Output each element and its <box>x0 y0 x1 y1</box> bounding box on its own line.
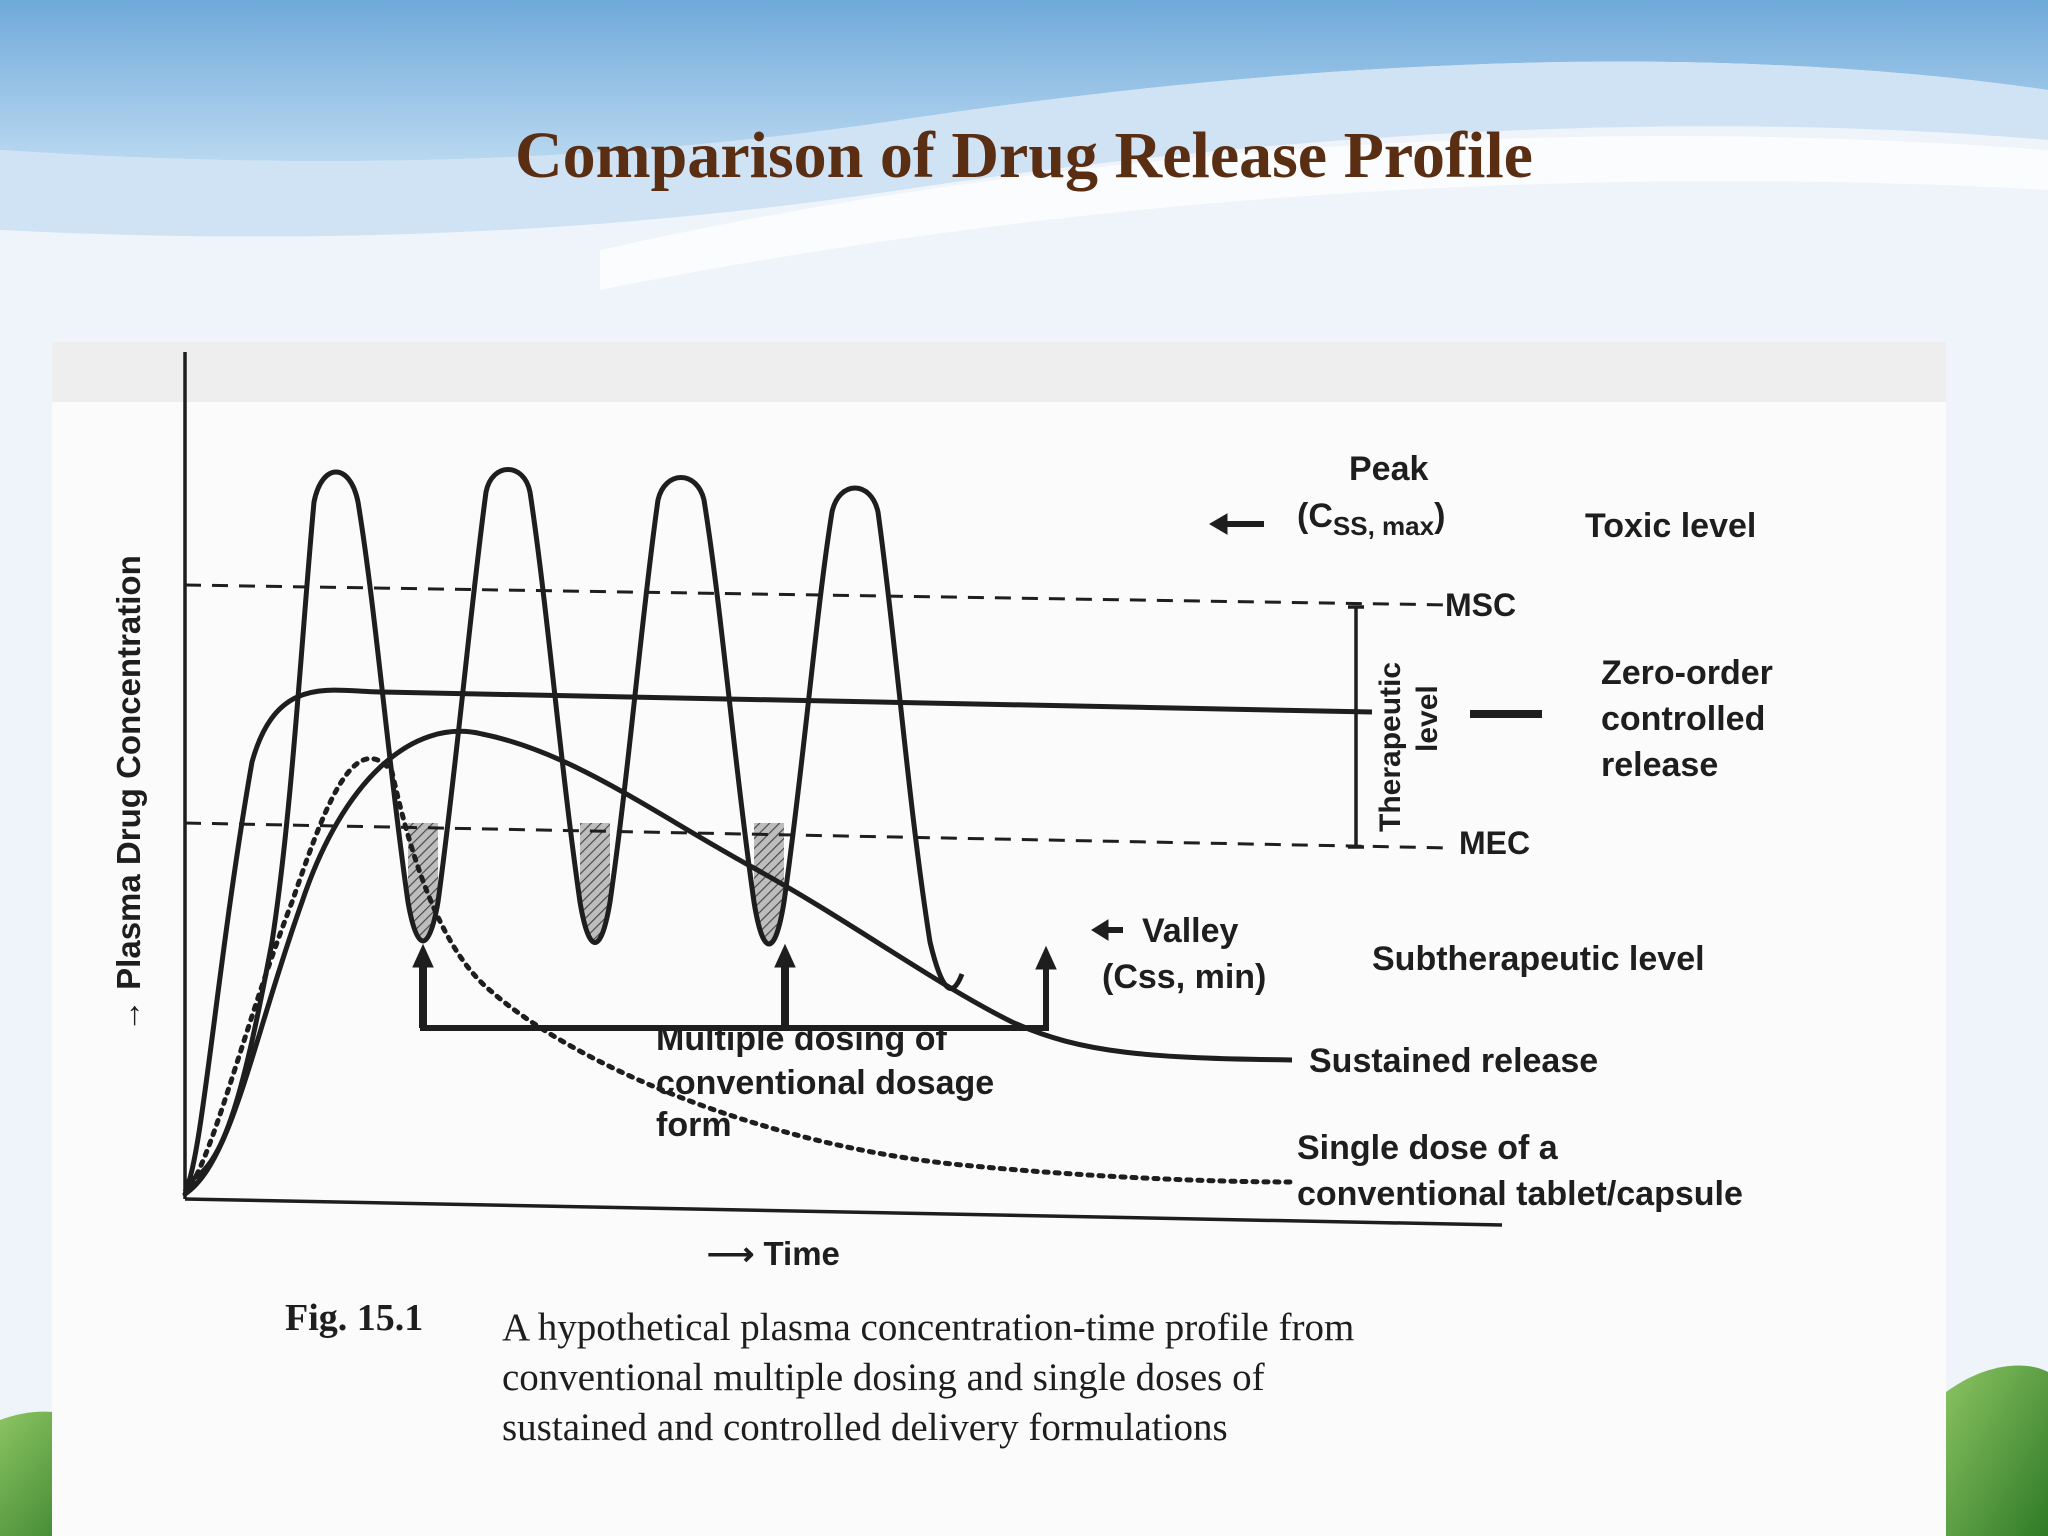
therapeutic-level-label-1: Therapeutic <box>1374 662 1407 832</box>
valley-label: Valley <box>1142 912 1239 950</box>
caption-number: Fig. 15.1 <box>285 1297 423 1339</box>
zero-order-label-3: release <box>1601 746 1718 784</box>
drug-release-diagram: → Plasma Drug Concentration ⟶ Time Peak … <box>52 342 1946 1449</box>
x-axis-label: ⟶ Time <box>707 1235 840 1272</box>
mec-label: MEC <box>1459 825 1530 861</box>
scan-smudge <box>52 342 1946 402</box>
caption-line-3: sustained and controlled delivery formul… <box>502 1406 1228 1449</box>
zero-order-release-curve <box>182 687 1373 1194</box>
peak-arrow <box>1209 513 1264 535</box>
mec-line <box>184 821 1453 850</box>
multiple-dosing-label-3: form <box>656 1106 732 1144</box>
dosing-arrows <box>412 943 1057 1031</box>
slide-title: Comparison of Drug Release Profile <box>515 119 1533 192</box>
peak-sublabel: (CSS, max) <box>1297 497 1445 541</box>
therapeutic-level-label-2: level <box>1411 685 1444 752</box>
multiple-dosing-label-2: conventional dosage <box>656 1064 994 1102</box>
single-dose-label-2: conventional tablet/capsule <box>1297 1175 1743 1213</box>
toxic-level-label: Toxic level <box>1585 507 1756 545</box>
sky-wave-top <box>0 0 2048 162</box>
x-axis <box>184 1197 1503 1227</box>
figure-panel: → Plasma Drug Concentration ⟶ Time Peak … <box>52 342 1946 1536</box>
valley-sublabel: (Css, min) <box>1102 958 1266 996</box>
multiple-dosing-label-1: Multiple dosing of <box>656 1020 948 1058</box>
zero-order-label-1: Zero-order <box>1601 654 1773 692</box>
sky-wave-light <box>600 136 2048 290</box>
multiple-dosing-curve <box>184 467 965 1185</box>
y-axis-label: → Plasma Drug Concentration <box>110 555 147 1032</box>
caption-line-1: A hypothetical plasma concentration-time… <box>502 1306 1354 1349</box>
valley-arrow <box>1091 919 1123 941</box>
single-dose-curve <box>182 756 1295 1197</box>
sustained-release-label: Sustained release <box>1309 1042 1598 1080</box>
subtherapeutic-level-label: Subtherapeutic level <box>1372 940 1705 978</box>
msc-label: MSC <box>1445 587 1516 623</box>
subtherapeutic-region-shading <box>408 823 784 944</box>
sky-wave-mid <box>0 61 2048 237</box>
zero-order-label-2: controlled <box>1601 700 1765 738</box>
peak-label: Peak <box>1349 450 1428 488</box>
grass-right <box>1946 1365 2048 1536</box>
single-dose-label-1: Single dose of a <box>1297 1129 1559 1167</box>
caption-line-2: conventional multiple dosing and single … <box>502 1356 1265 1399</box>
therapeutic-bracket <box>1348 605 1364 849</box>
